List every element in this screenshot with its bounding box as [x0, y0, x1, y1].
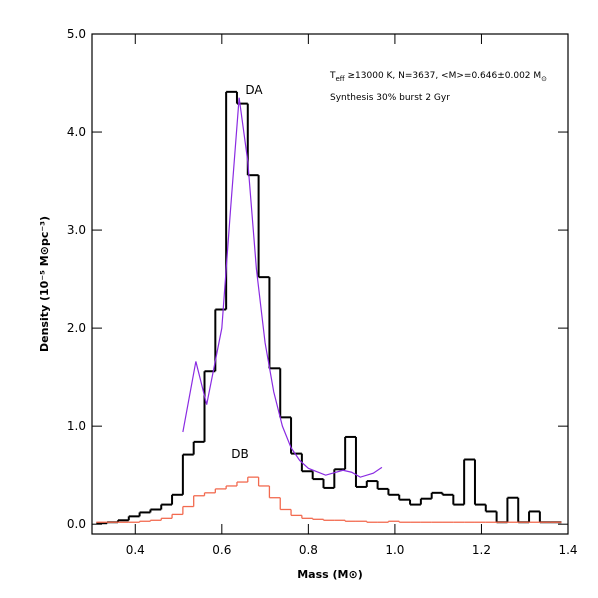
x-tick-label: 1.0 — [385, 543, 404, 557]
y-tick-label: 2.0 — [67, 321, 86, 335]
y-tick-label: 5.0 — [67, 27, 86, 41]
plot-frame — [91, 33, 569, 535]
annotation-part: ⊙ — [541, 75, 547, 83]
histogram-0 — [96, 90, 562, 525]
annotation-part: T — [329, 71, 336, 81]
x-axis-label: Mass (M⊙) — [297, 568, 363, 581]
series-label: DA — [245, 83, 263, 97]
y-tick-label: 0.0 — [67, 517, 86, 531]
synthesis-line — [182, 97, 383, 478]
y-tick-label: 1.0 — [67, 419, 86, 433]
histogram-1 — [96, 476, 562, 523]
annotation: Teff ≥13000 K, N=3637, <M>=0.646±0.002 M… — [329, 71, 547, 83]
annotation-part: ≥13000 K, N=3637, <M>=0.646±0.002 M — [345, 71, 542, 81]
y-tick-label: 4.0 — [67, 125, 86, 139]
x-tick-label: 0.6 — [212, 543, 231, 557]
x-tick-label: 1.2 — [472, 543, 491, 557]
y-axis-label: Density (10⁻⁵ M⊙pc⁻³) — [38, 216, 51, 352]
x-tick-label: 0.8 — [299, 543, 318, 557]
x-tick-label: 1.4 — [558, 543, 577, 557]
annotation-part: eff — [336, 75, 345, 83]
y-tick-label: 3.0 — [67, 223, 86, 237]
x-tick-label: 0.4 — [126, 543, 145, 557]
series-label: DB — [231, 447, 248, 461]
legend-label: Synthesis 30% burst 2 Gyr — [330, 93, 450, 103]
